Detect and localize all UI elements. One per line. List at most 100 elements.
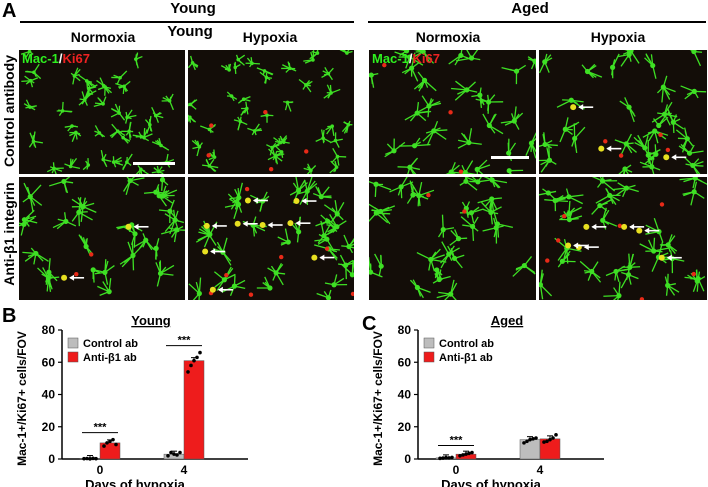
microglia-cell — [556, 188, 584, 205]
microglia-cell — [22, 247, 49, 265]
microglia-cell — [256, 276, 273, 291]
x-tick-label: 4 — [181, 463, 188, 477]
microglia-cell — [159, 177, 169, 191]
stain-label-ki67: Ki67 — [412, 51, 440, 66]
microglia-cell — [613, 182, 639, 198]
stain-label-mac1: Mac-1 — [22, 51, 59, 66]
microglia-cell — [620, 262, 639, 289]
data-point — [111, 437, 115, 442]
microglia-cell — [71, 197, 97, 222]
data-point — [169, 450, 173, 455]
ki67-positive-cell — [665, 147, 671, 153]
data-point — [534, 436, 538, 440]
arrow-icon — [311, 254, 335, 261]
micrograph-canvas — [188, 177, 354, 300]
microglia-cell — [188, 277, 202, 300]
microglia-cell — [135, 165, 150, 174]
microglia-cell — [440, 241, 460, 269]
microglia-cell — [111, 70, 128, 85]
microglia-cell — [539, 132, 558, 149]
ki67-positive-cell — [268, 166, 274, 172]
arrow-icon — [203, 222, 227, 229]
microglia-cell — [416, 248, 447, 272]
y-tick-label: 0 — [404, 452, 411, 466]
microglia-cell — [389, 177, 414, 199]
microglia-cell — [539, 53, 553, 74]
microglia-cell — [21, 75, 39, 88]
data-point — [198, 350, 202, 355]
microglia-cell — [399, 137, 431, 149]
microglia-cell — [500, 106, 524, 130]
microglia-cell — [235, 54, 246, 66]
data-point — [189, 363, 193, 368]
microglia-cell — [664, 273, 680, 296]
arrow-icon — [61, 274, 85, 281]
stain-label-aged: Mac-1/Ki67 — [372, 51, 440, 66]
data-point — [82, 456, 86, 461]
microglia-cell — [369, 206, 391, 224]
microglia-cell — [667, 108, 685, 134]
data-point — [450, 455, 454, 460]
microglia-cell — [274, 145, 284, 158]
micrograph-canvas — [539, 177, 707, 300]
microglia-cell — [208, 149, 217, 161]
microglia-cell — [397, 157, 421, 174]
data-point — [195, 355, 199, 360]
microglia-cell — [52, 212, 77, 230]
microglia-cell — [557, 250, 576, 268]
microglia-cell — [224, 193, 243, 220]
arrow-icon — [125, 223, 149, 230]
ki67-positive-cell — [448, 110, 453, 115]
microglia-cell — [413, 71, 437, 92]
microglia-cell — [633, 134, 649, 151]
ki67-positive-cell — [659, 202, 665, 207]
legend-swatch — [67, 337, 79, 349]
column-header-aged-hypoxia: Hypoxia — [590, 29, 646, 45]
microglia-cell — [226, 91, 238, 102]
microglia-cell — [595, 188, 621, 206]
microglia-cell — [483, 177, 508, 189]
microglia-cell — [445, 161, 465, 174]
micrograph-canvas — [369, 50, 536, 174]
microglia-cell — [329, 132, 343, 148]
microglia-cell — [93, 96, 107, 108]
microglia-cell — [471, 87, 485, 108]
microglia-cell — [233, 116, 248, 131]
microglia-cell — [622, 50, 640, 64]
scale-bar-young — [133, 162, 175, 165]
microglia-cell — [398, 50, 410, 57]
y-tick-label: 40 — [398, 388, 412, 402]
microglia-cell — [119, 241, 144, 271]
microglia-cell — [117, 132, 131, 144]
microglia-cell — [341, 120, 353, 134]
data-point — [467, 451, 471, 456]
microglia-cell — [303, 163, 317, 174]
microglia-cell — [279, 135, 290, 144]
microglia-cell — [339, 50, 353, 55]
microglia-cell — [437, 214, 455, 238]
ki67-positive-cell — [74, 271, 79, 277]
microglia-cell — [134, 233, 155, 251]
microglia-cell — [277, 228, 291, 246]
column-header-young-normoxia: Normoxia — [70, 29, 136, 45]
y-tick-label: 20 — [42, 420, 56, 434]
microglia-cell — [401, 52, 420, 82]
data-point — [447, 456, 451, 460]
x-tick-label: 0 — [453, 463, 460, 477]
microglia-cell — [159, 185, 178, 204]
data-point — [102, 444, 106, 448]
microglia-cell — [618, 50, 632, 67]
microglia-cell — [151, 106, 164, 123]
microglia-cell — [457, 128, 482, 149]
microglia-cell — [20, 50, 34, 59]
data-point — [545, 439, 549, 444]
chart-title: Aged — [491, 313, 524, 328]
microglia-cell — [369, 180, 392, 197]
stain-label-separator: / — [408, 51, 413, 66]
microglia-cell — [144, 115, 153, 134]
microglia-cell — [56, 101, 73, 117]
microglia-cell — [240, 101, 249, 116]
microglia-cell — [455, 50, 481, 62]
data-point — [94, 456, 98, 461]
microglia-cell — [111, 156, 124, 168]
